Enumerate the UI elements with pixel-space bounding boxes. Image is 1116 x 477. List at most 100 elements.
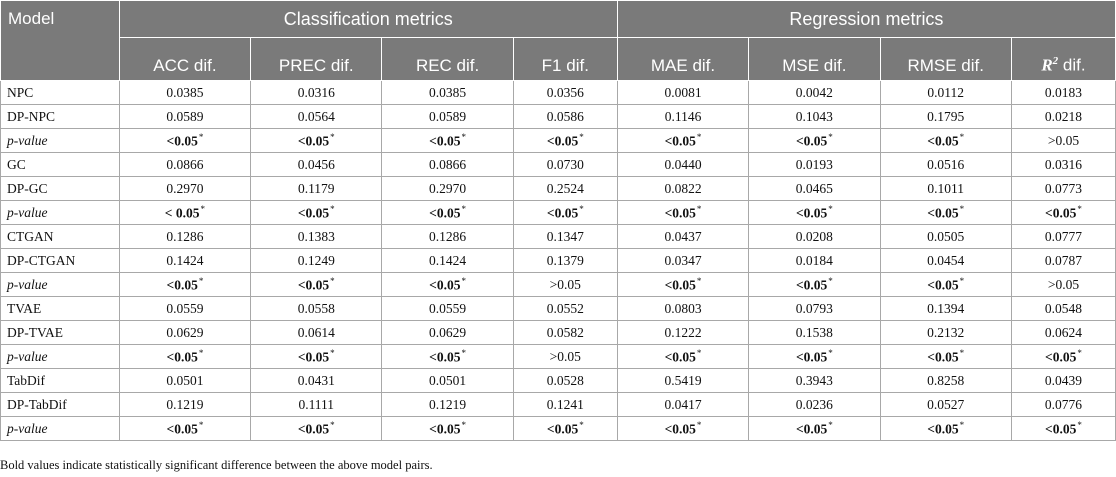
- pvalue-threshold: 0.05: [305, 133, 330, 149]
- table-row: DP-TVAE 0.0629 0.0614 0.0629 0.0582 0.1222 0.1…: [0, 320, 1116, 345]
- metric-value-cell: 0.0437: [616, 224, 750, 249]
- pvalue-threshold: 0.05: [554, 133, 579, 149]
- comparison-operator: <: [927, 277, 935, 293]
- r2-symbol: R: [1041, 56, 1053, 75]
- metric-value-cell: 0.0866: [381, 152, 514, 177]
- metric-value-cell: 0.0193: [748, 152, 881, 177]
- significance-asterisk: *: [1077, 203, 1082, 214]
- metric-value-cell: 0.0501: [381, 368, 514, 393]
- comparison-operator: <: [546, 421, 555, 437]
- pvalue-threshold: 0.05: [803, 421, 828, 437]
- metric-value-cell: 0.0776: [1010, 392, 1116, 417]
- r2-superscript: 2: [1052, 55, 1059, 68]
- significance-asterisk: *: [828, 419, 833, 430]
- metric-value-cell: 0.5419: [616, 368, 750, 393]
- comparison-operator: <: [166, 421, 175, 437]
- pvalue-threshold: 0.05: [305, 205, 330, 221]
- significance-asterisk: *: [198, 347, 204, 358]
- metric-header-mse: MSE dif.: [748, 37, 881, 81]
- pvalue-threshold: 0.05: [934, 421, 959, 437]
- model-name-cell: p-value: [0, 200, 120, 225]
- pvalue-threshold: 0.05: [175, 205, 200, 221]
- significance-asterisk: *: [198, 131, 204, 142]
- r2-suffix: dif.: [1058, 56, 1086, 75]
- significance-asterisk: *: [200, 203, 206, 214]
- comparison-operator: <: [297, 205, 306, 221]
- metric-value-cell: 0.0614: [250, 320, 383, 345]
- significance-asterisk: *: [330, 347, 335, 358]
- pvalue-row: p-value <0.05* <0.05* <0.05* <0.05* <0.05* <0.…: [0, 416, 1116, 441]
- comparison-operator: <: [927, 421, 935, 437]
- model-name-cell: CTGAN: [0, 224, 120, 249]
- pvalue-threshold: 0.05: [803, 277, 828, 293]
- pvalue-cell: <0.05*: [381, 200, 514, 225]
- significance-asterisk: *: [696, 347, 702, 358]
- pvalue-cell: <0.05*: [616, 416, 750, 441]
- metric-value-cell: 0.0440: [616, 152, 750, 177]
- table-footnote: Bold values indicate statistically signi…: [0, 458, 433, 472]
- metric-value-cell: 0.2970: [118, 176, 252, 201]
- metric-value-cell: 0.1219: [381, 392, 514, 417]
- pvalue-threshold: 0.05: [436, 277, 461, 293]
- pvalue-cell: <0.05*: [381, 128, 514, 153]
- metric-value-cell: 0.1241: [512, 392, 618, 417]
- pvalue-threshold: 0.05: [1055, 132, 1080, 148]
- comparison-operator: <: [664, 277, 673, 293]
- metric-value-cell: 0.0347: [616, 248, 750, 273]
- pvalue-cell: <0.05*: [616, 128, 750, 153]
- metric-value-cell: 0.2970: [381, 176, 514, 201]
- significance-asterisk: *: [959, 131, 965, 142]
- metric-value-cell: 0.1286: [381, 224, 514, 249]
- metric-value-cell: 0.0548: [1010, 296, 1116, 321]
- significance-asterisk: *: [696, 275, 702, 286]
- comparison-operator: <: [664, 349, 673, 365]
- metric-header-f1: F1 dif.: [512, 37, 618, 81]
- metric-value-cell: 0.0866: [118, 152, 252, 177]
- significance-asterisk: *: [959, 419, 965, 430]
- metric-value-cell: 0.0624: [1010, 320, 1116, 345]
- table-row: DP-CTGAN 0.1424 0.1249 0.1424 0.1379 0.0347 0.…: [0, 248, 1116, 273]
- pvalue-row: p-value <0.05* <0.05* <0.05* >0.05 <0.05* <0.0…: [0, 344, 1116, 369]
- metric-value-cell: 0.0803: [616, 296, 750, 321]
- significance-asterisk: *: [696, 131, 702, 142]
- metric-value-cell: 0.0042: [748, 80, 881, 105]
- metric-value-cell: 0.0559: [118, 296, 252, 321]
- pvalue-cell: >0.05: [512, 344, 618, 369]
- significance-asterisk: *: [330, 131, 335, 142]
- metric-value-cell: 0.1795: [879, 104, 1012, 129]
- metric-value-cell: 0.0417: [616, 392, 750, 417]
- pvalue-cell: <0.05*: [512, 200, 618, 225]
- pvalue-cell: >0.05: [1010, 272, 1116, 297]
- pvalue-threshold: 0.05: [934, 133, 959, 149]
- pvalue-threshold: 0.05: [672, 205, 696, 221]
- pvalue-threshold: 0.05: [554, 421, 579, 437]
- pvalue-row: p-value < 0.05* <0.05* <0.05* <0.05* <0.05* <0…: [0, 200, 1116, 225]
- comparison-operator: <: [795, 133, 804, 149]
- metric-value-cell: 0.0316: [1010, 152, 1116, 177]
- metric-value-cell: 0.0505: [879, 224, 1012, 249]
- pvalue-cell: <0.05*: [748, 344, 881, 369]
- significance-asterisk: *: [198, 275, 204, 286]
- significance-asterisk: *: [330, 275, 335, 286]
- pvalue-cell: >0.05: [1010, 128, 1116, 153]
- comparison-operator: <: [1045, 421, 1053, 437]
- pvalue-cell: <0.05*: [748, 272, 881, 297]
- comparison-operator: <: [795, 349, 804, 365]
- significance-asterisk: *: [198, 419, 204, 430]
- table-header: Model Classification metrics Regression …: [0, 0, 1116, 81]
- metric-value-cell: 0.0439: [1010, 368, 1116, 393]
- metric-value-cell: 0.2132: [879, 320, 1012, 345]
- comparison-operator: <: [166, 277, 175, 293]
- pvalue-cell: <0.05*: [250, 344, 383, 369]
- pvalue-threshold: 0.05: [436, 349, 461, 365]
- pvalue-threshold: 0.05: [803, 133, 828, 149]
- pvalue-cell: <0.05*: [879, 344, 1012, 369]
- comparison-operator: <: [164, 205, 176, 221]
- pvalue-threshold: 0.05: [803, 349, 828, 365]
- pvalue-threshold: 0.05: [305, 349, 330, 365]
- pvalue-threshold: 0.05: [174, 349, 198, 365]
- comparison-operator: <: [795, 205, 804, 221]
- significance-asterisk: *: [696, 203, 702, 214]
- metric-value-cell: 0.0558: [250, 296, 383, 321]
